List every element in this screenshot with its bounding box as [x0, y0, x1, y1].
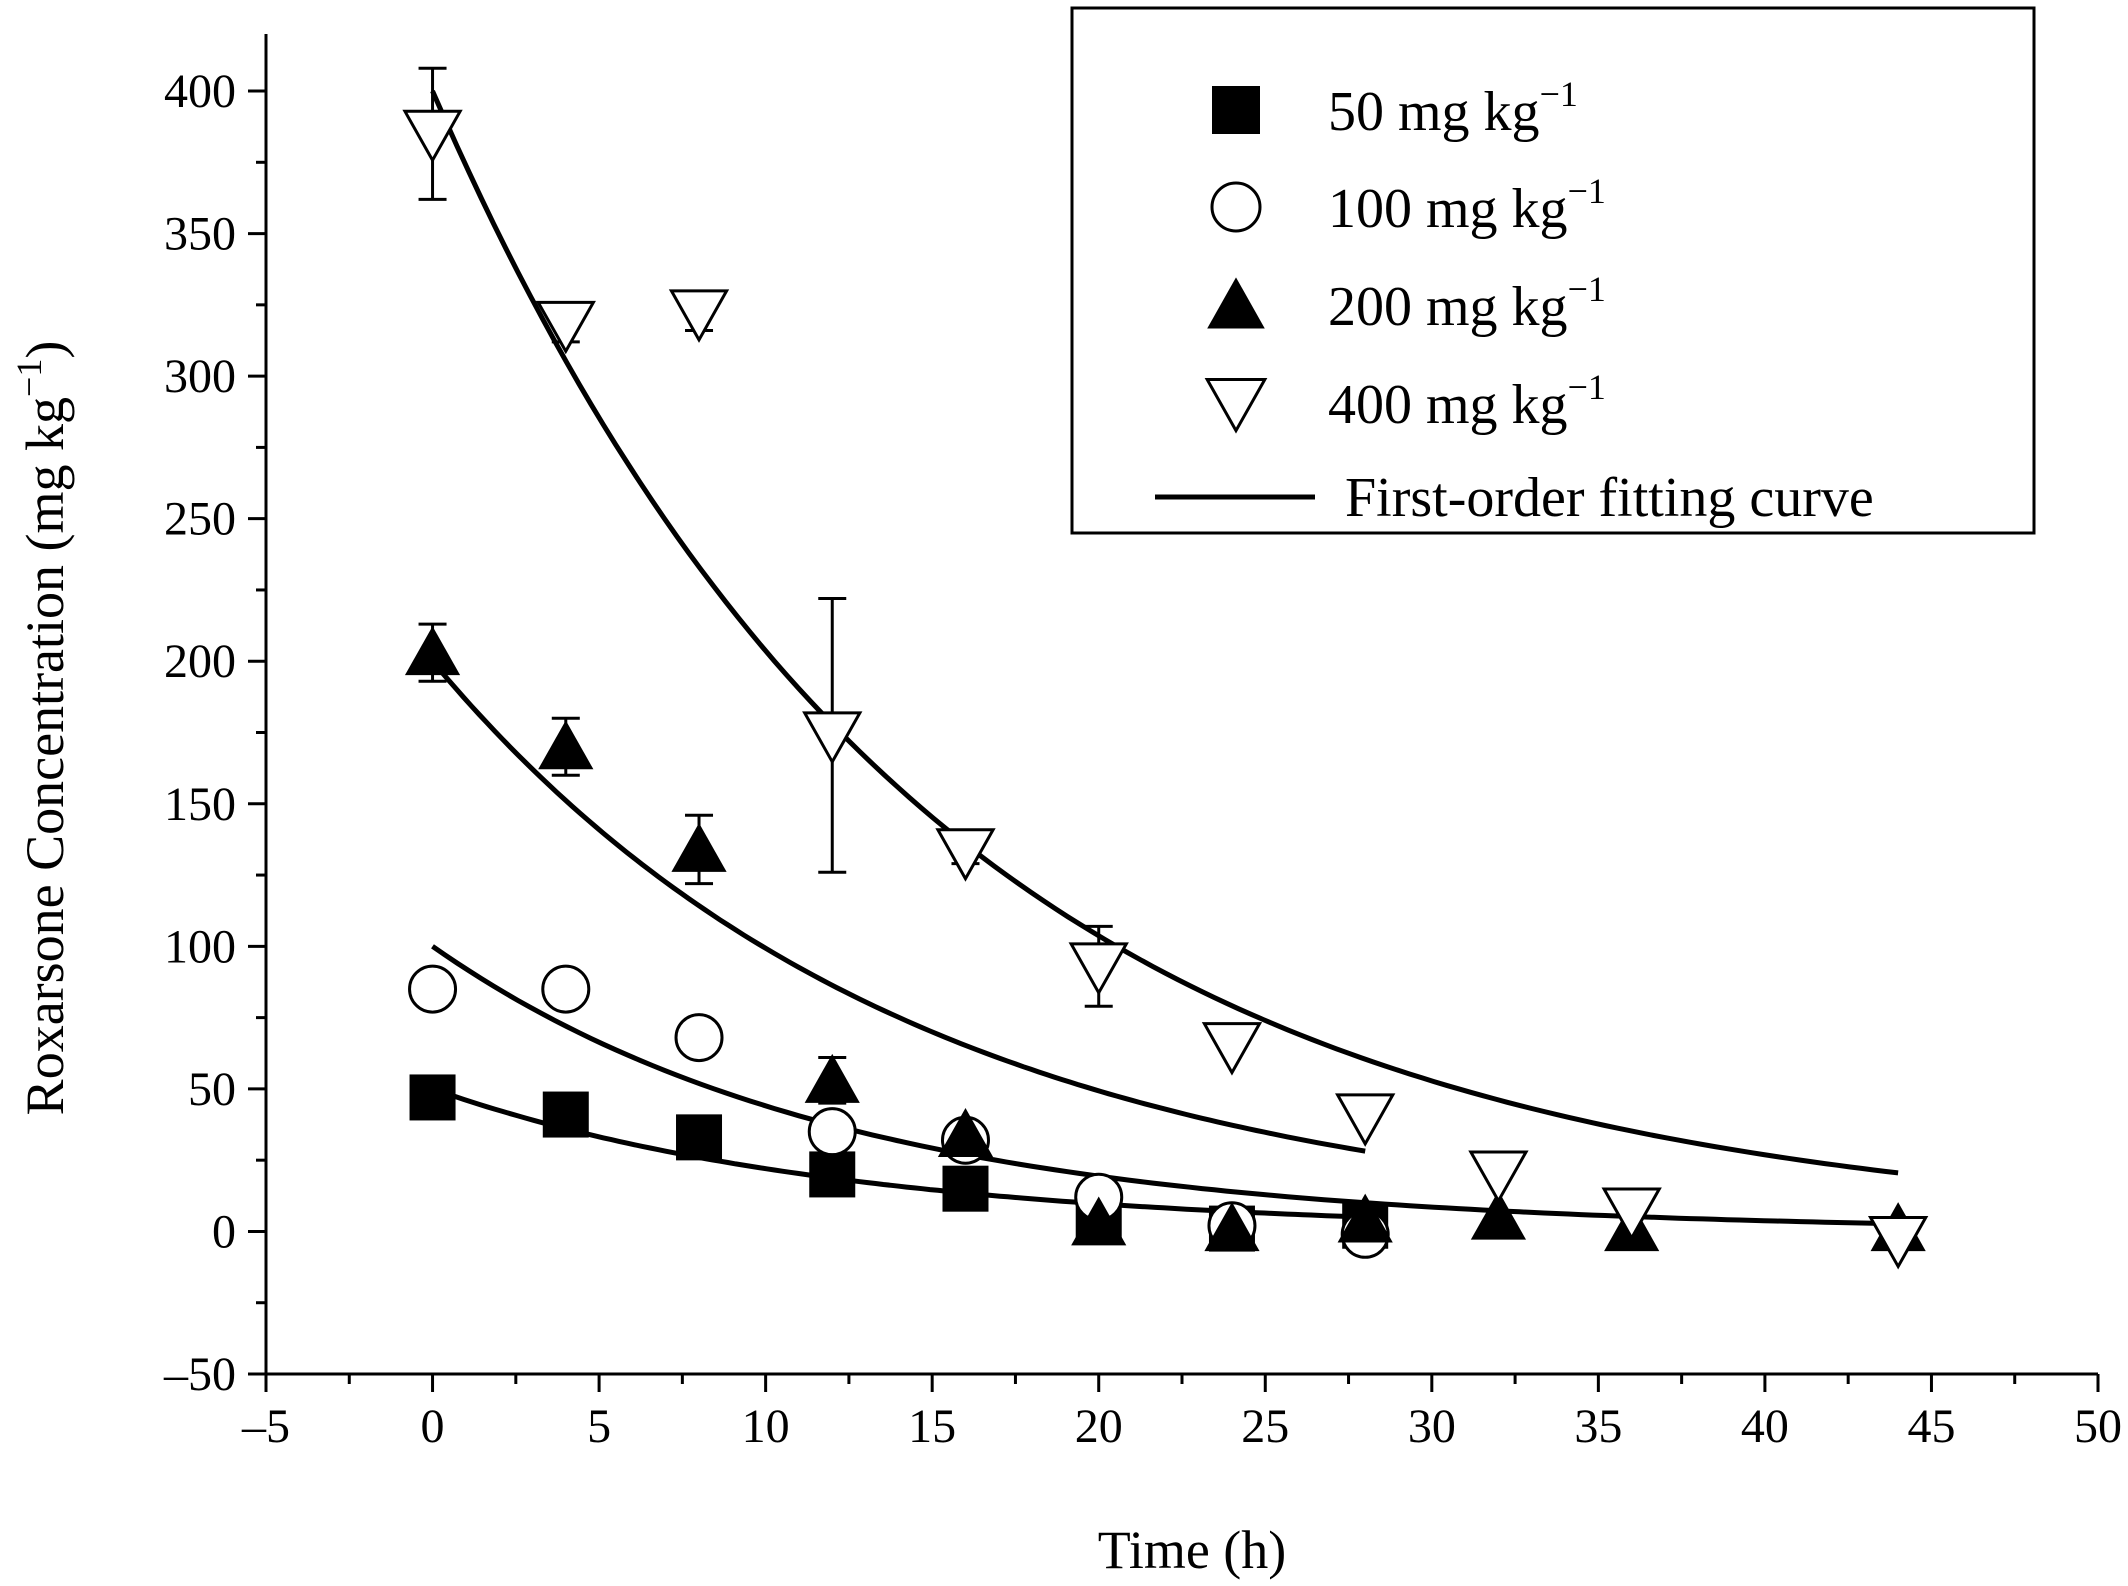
plot-area — [402, 66, 1929, 1270]
y-tick-label: 350 — [164, 208, 236, 261]
data-point — [804, 1053, 860, 1103]
data-point — [1337, 1193, 1393, 1243]
data-point — [1468, 1150, 1529, 1204]
data-point — [409, 1074, 456, 1121]
y-tick-label: 50 — [188, 1063, 236, 1116]
legend-label: First-order fitting curve — [1345, 467, 1874, 529]
axes: –5 0 5 10 15 20 25 30 35 40 45 50–50050100150200250… — [163, 34, 2122, 1453]
x-tick-label: 50 — [2074, 1400, 2122, 1453]
x-tick-label: 30 — [1408, 1400, 1456, 1453]
data-point — [1071, 1196, 1127, 1246]
legend-label: 400 mg kg−1 — [1328, 367, 1606, 436]
x-tick-label: 25 — [1241, 1400, 1289, 1453]
data-point — [1470, 1190, 1527, 1240]
data-point — [1335, 1093, 1396, 1147]
data-point — [408, 964, 458, 1014]
data-point — [937, 1108, 994, 1157]
data-point — [1210, 181, 1262, 233]
legend-label: 200 mg kg−1 — [1328, 269, 1606, 338]
x-tick-label: 15 — [908, 1400, 956, 1453]
data-point — [802, 711, 863, 765]
data-point — [668, 289, 730, 343]
data-point — [535, 300, 596, 355]
y-tick-label: 300 — [164, 350, 236, 403]
fit-curve — [430, 89, 1899, 1176]
y-tick-label: 200 — [164, 635, 236, 688]
data-point — [1207, 277, 1265, 329]
legend-label: 100 mg kg−1 — [1328, 171, 1606, 240]
data-point — [1204, 1202, 1260, 1252]
y-axis-title-superscript: −1 — [9, 359, 49, 397]
x-tick-label: 5 — [587, 1400, 611, 1453]
data-point — [942, 1165, 989, 1212]
data-point — [541, 964, 591, 1014]
data-point — [1212, 86, 1260, 134]
x-tick-label: 10 — [742, 1400, 790, 1453]
x-axis-title: Time (h) — [1098, 1520, 1287, 1580]
data-point — [538, 720, 594, 770]
y-tick-label: 150 — [164, 778, 236, 831]
x-tick-label: 0 — [421, 1400, 445, 1453]
data-point — [404, 626, 461, 676]
data-point — [1867, 1216, 1929, 1270]
data-point — [935, 828, 996, 882]
x-tick-label: –5 — [241, 1400, 290, 1453]
data-point — [809, 1151, 856, 1198]
y-tick-label: –50 — [163, 1348, 236, 1401]
legend: 50 mg kg−1 100 mg kg−1 200 mg kg−1 400 mg k… — [1070, 6, 2036, 535]
data-point — [676, 1114, 723, 1161]
data-point — [1201, 1022, 1263, 1076]
y-tick-label: 100 — [164, 920, 236, 973]
y-tick-label: 400 — [164, 65, 236, 118]
data-point — [542, 1091, 589, 1138]
data-point — [402, 109, 463, 164]
data-point — [671, 822, 727, 872]
fit-curve — [431, 944, 1899, 1227]
y-axis-title: Roxarsone Concentration (mg kg−1) — [9, 341, 75, 1116]
y-tick-label: 0 — [212, 1205, 236, 1258]
data-point — [807, 1107, 857, 1157]
legend-label: 50 mg kg−1 — [1328, 74, 1578, 143]
x-tick-label: 35 — [1574, 1400, 1622, 1453]
data-point — [1068, 942, 1129, 996]
y-tick-label: 250 — [164, 493, 236, 546]
fit-curve — [430, 659, 1366, 1154]
x-tick-label: 45 — [1907, 1400, 1955, 1453]
x-tick-label: 20 — [1075, 1400, 1123, 1453]
data-point — [1601, 1187, 1662, 1241]
data-point — [674, 1013, 724, 1063]
x-tick-label: 40 — [1741, 1400, 1789, 1453]
data-point — [1204, 378, 1268, 434]
